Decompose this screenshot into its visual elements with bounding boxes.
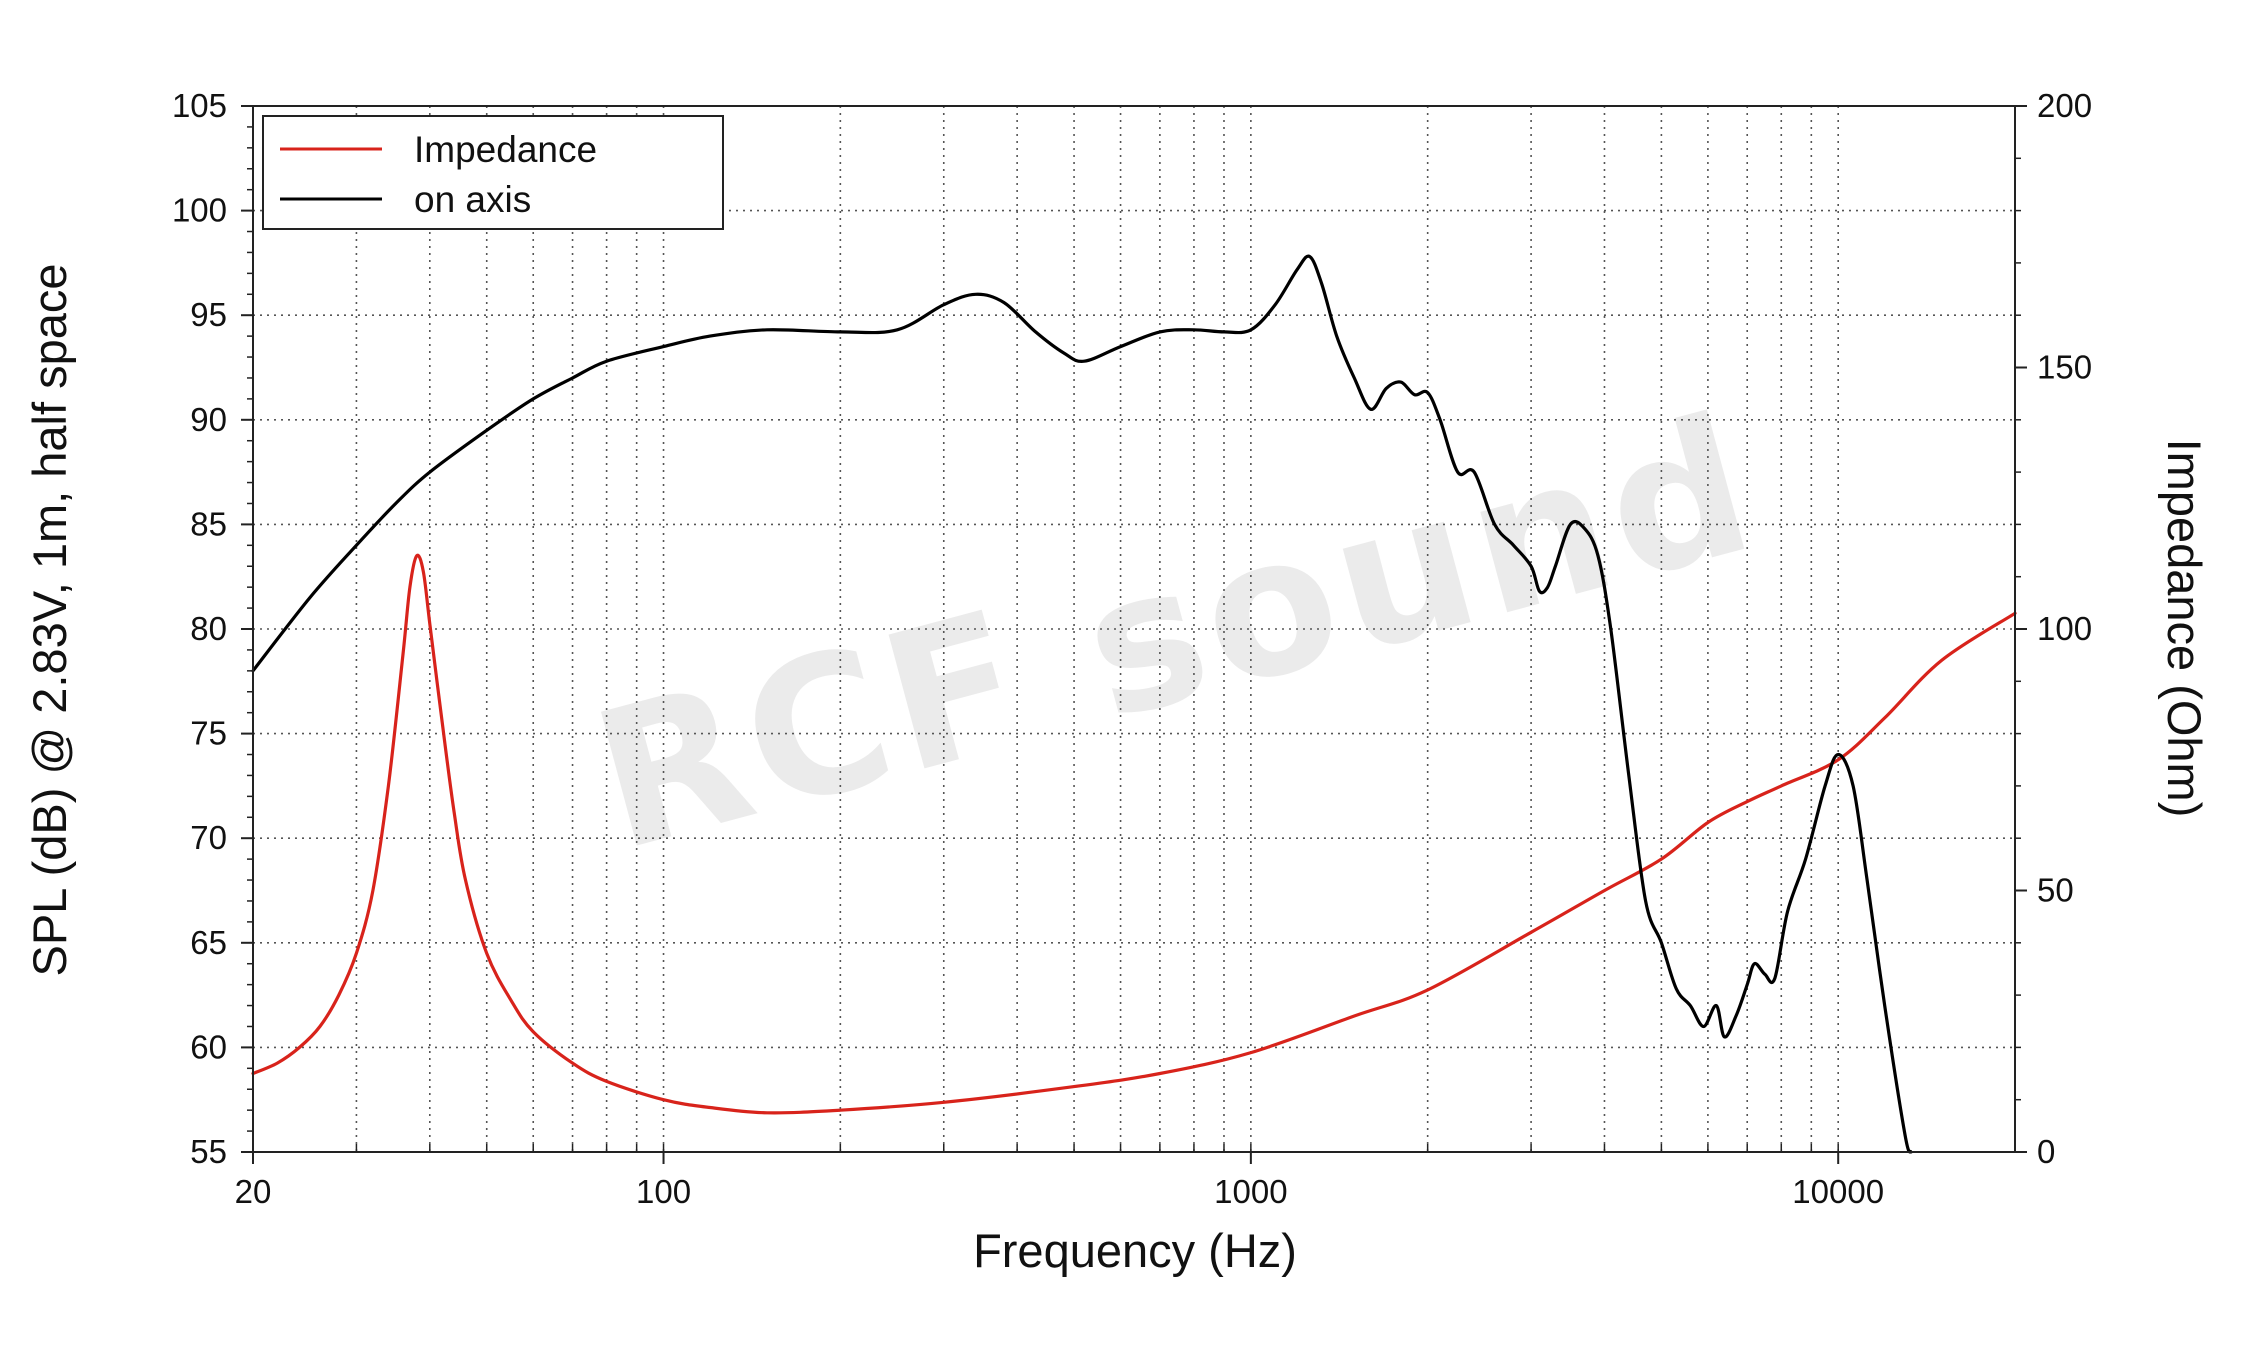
y-tick-label: 85 — [190, 505, 227, 542]
series-layer — [251, 254, 2017, 1154]
y-tick-label: 60 — [190, 1028, 227, 1065]
x-tick-label: 100 — [636, 1173, 691, 1210]
y2-tick-label: 150 — [2037, 349, 2092, 386]
y-tick-label: 65 — [190, 924, 227, 961]
y2-tick-label: 50 — [2037, 872, 2074, 909]
legend-label-on-axis: on axis — [414, 179, 531, 220]
x-tick-label: 10000 — [1792, 1173, 1884, 1210]
x-axis-title: Frequency (Hz) — [973, 1224, 1297, 1277]
y2-tick-label: 200 — [2037, 87, 2092, 124]
series-line-impedance — [251, 553, 2017, 1115]
legend-box — [262, 115, 724, 230]
series-line-on-axis — [251, 254, 1913, 1154]
y-tick-label: 95 — [190, 296, 227, 333]
x-tick-label: 1000 — [1214, 1173, 1287, 1210]
y-tick-label: 100 — [172, 192, 227, 229]
y-tick-label: 55 — [190, 1133, 227, 1170]
legend: Impedance on axis — [262, 115, 724, 230]
tick-marks — [241, 105, 2027, 1164]
legend-label-impedance: Impedance — [414, 129, 597, 170]
y-tick-label: 75 — [190, 715, 227, 752]
x-tick-label: 20 — [235, 1173, 272, 1210]
y-tick-label: 105 — [172, 87, 227, 124]
y2-tick-label: 100 — [2037, 610, 2092, 647]
y2-axis-title: Impedance (Ohm) — [2158, 439, 2211, 818]
y-tick-label: 90 — [190, 401, 227, 438]
y-tick-label: 70 — [190, 819, 227, 856]
tick-labels: 55 60 65 70 75 80 85 90 95 100 105 0 50 100 150 200 20 10… — [172, 87, 2092, 1210]
y-tick-label: 80 — [190, 610, 227, 647]
y-axis-title: SPL (dB) @ 2.83V, 1m, half space — [23, 263, 76, 976]
y2-tick-label: 0 — [2037, 1133, 2055, 1170]
